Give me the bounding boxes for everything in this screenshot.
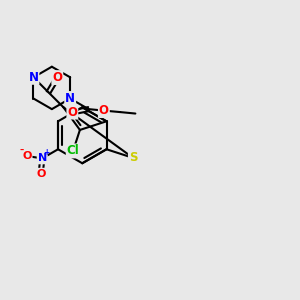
Text: N: N (65, 92, 75, 105)
Text: Cl: Cl (67, 144, 80, 158)
Text: O: O (36, 169, 46, 179)
Text: O: O (52, 71, 62, 84)
Text: N: N (38, 153, 47, 164)
Text: O: O (68, 106, 77, 118)
Text: –: – (20, 146, 24, 155)
Text: +: + (43, 148, 50, 157)
Text: O: O (22, 151, 32, 161)
Text: O: O (99, 104, 109, 117)
Text: N: N (28, 71, 38, 84)
Text: S: S (129, 152, 137, 164)
